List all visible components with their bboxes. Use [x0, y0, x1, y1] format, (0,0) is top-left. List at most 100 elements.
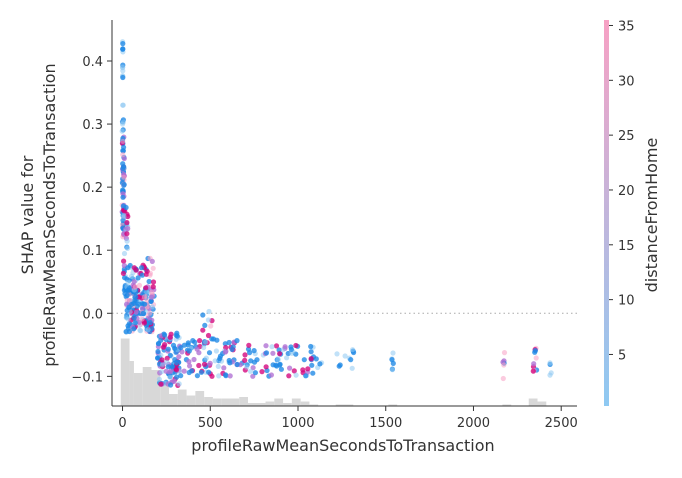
data-point — [263, 343, 269, 349]
data-point — [305, 366, 311, 372]
data-point — [278, 366, 284, 372]
data-point — [310, 370, 316, 376]
data-point — [120, 64, 126, 70]
data-point — [176, 354, 182, 360]
colorbar-tick-label: 30 — [618, 74, 635, 89]
data-point — [248, 358, 254, 364]
data-point — [178, 373, 184, 379]
data-point — [173, 367, 180, 373]
data-point — [501, 362, 507, 368]
data-point — [530, 368, 536, 374]
data-point — [159, 357, 165, 363]
data-point — [121, 214, 127, 220]
data-point — [222, 349, 228, 355]
data-point — [124, 238, 130, 244]
y-tick-label: 0.3 — [82, 118, 103, 133]
colorbar-tick-label: 35 — [618, 19, 635, 34]
data-point — [263, 364, 269, 370]
data-point — [259, 369, 265, 375]
data-point — [120, 152, 126, 158]
data-point — [317, 361, 323, 367]
x-axis-label: profileRawMeanSecondsToTransaction — [191, 436, 494, 455]
axes-layer: 0 500 1000 1500 2000 2500 −0.1 0.0 0.1 0.2 0.3 0.4 — [71, 20, 578, 431]
data-point — [181, 368, 187, 374]
histogram-bar — [239, 397, 248, 406]
data-point — [163, 368, 169, 374]
data-point — [242, 357, 248, 363]
data-point — [120, 138, 126, 144]
data-point — [121, 155, 127, 162]
histogram-bar — [160, 383, 170, 406]
data-point — [208, 323, 214, 329]
histogram-bar — [265, 401, 275, 406]
data-point — [121, 250, 128, 257]
data-point — [269, 344, 275, 350]
data-point — [162, 342, 168, 348]
histogram-bar — [283, 403, 292, 406]
data-point — [203, 339, 209, 345]
data-point — [223, 372, 229, 378]
data-point — [131, 300, 137, 306]
data-point — [277, 362, 283, 368]
data-point — [174, 374, 180, 380]
data-point — [196, 362, 202, 369]
colorbar-ticks: 5 10 15 20 25 30 35 — [609, 19, 635, 363]
histogram-bar — [502, 404, 512, 406]
histogram-bar — [169, 394, 178, 406]
y-axis-label-line-2: profileRawMeanSecondsToTransaction — [40, 63, 59, 366]
x-tick-label: 2500 — [545, 416, 578, 431]
data-point — [246, 342, 252, 348]
data-point — [337, 362, 343, 368]
data-point — [313, 356, 319, 362]
x-tick-label: 0 — [118, 416, 126, 431]
x-tick-label: 2000 — [457, 416, 490, 431]
data-point — [167, 374, 173, 380]
data-point — [203, 355, 209, 361]
data-point — [227, 373, 233, 379]
histogram-bar — [204, 397, 213, 406]
data-point — [120, 102, 126, 108]
data-point — [133, 309, 139, 315]
histogram-bar — [388, 404, 398, 406]
data-point — [286, 373, 292, 379]
data-point — [145, 327, 151, 333]
data-point — [189, 368, 195, 374]
data-point — [132, 320, 138, 326]
histogram-bar — [274, 398, 284, 406]
data-point — [139, 305, 146, 311]
data-point — [293, 342, 299, 349]
data-point — [120, 161, 126, 167]
data-point — [252, 370, 258, 376]
data-point — [242, 352, 248, 358]
histogram-bar — [300, 401, 310, 406]
data-point — [124, 220, 130, 226]
data-point — [284, 355, 290, 361]
data-point — [174, 330, 180, 336]
data-point — [308, 343, 314, 350]
colorbar-tick-label: 20 — [618, 184, 635, 199]
data-point — [250, 373, 256, 379]
histogram-bar — [129, 361, 134, 406]
data-point — [158, 381, 164, 387]
data-point — [121, 182, 127, 188]
data-point — [132, 284, 138, 290]
data-point — [270, 350, 276, 356]
colorbar-tick-label: 10 — [618, 294, 635, 309]
colorbar — [604, 20, 609, 406]
histogram-layer — [120, 338, 547, 406]
histogram-bar — [133, 373, 143, 406]
data-point — [217, 353, 224, 359]
data-point — [162, 332, 168, 338]
data-point — [389, 367, 395, 373]
data-point — [136, 282, 143, 288]
data-point — [174, 360, 180, 366]
data-point — [164, 355, 170, 361]
y-tick-label: −0.1 — [71, 370, 103, 385]
data-point — [124, 231, 130, 237]
data-point — [214, 337, 220, 343]
data-point — [123, 204, 129, 211]
data-point — [206, 308, 212, 315]
data-point — [197, 338, 203, 344]
data-point — [120, 74, 126, 81]
